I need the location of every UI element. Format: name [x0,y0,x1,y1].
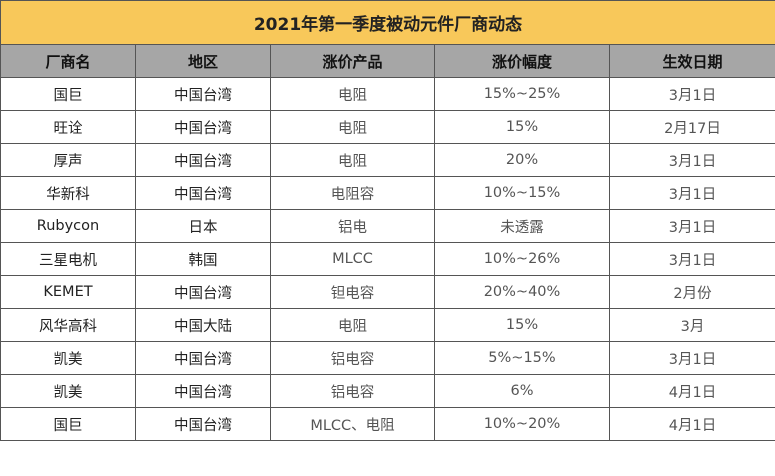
cell-effective-date: 3月1日 [608,341,775,375]
table-row: KEMET 中国台湾 钽电容 20%~40% 2月份 [0,275,775,309]
header-region: 地区 [135,44,271,78]
cell-product: 电阻容 [270,176,435,210]
cell-manufacturer: 国巨 [0,77,136,111]
cell-increase: 10%~26% [434,242,610,276]
cell-effective-date: 3月1日 [608,77,775,111]
header-manufacturer: 厂商名 [0,44,136,78]
cell-region: 中国台湾 [135,275,271,309]
cell-increase: 15% [434,110,610,144]
table-title: 2021年第一季度被动元件厂商动态 [0,0,775,45]
header-product: 涨价产品 [270,44,435,78]
cell-manufacturer: KEMET [0,275,136,309]
cell-product: 电阻 [270,110,435,144]
cell-region: 日本 [135,209,271,243]
cell-region: 中国台湾 [135,110,271,144]
cell-product: 铝电容 [270,374,435,408]
cell-product: MLCC [270,242,435,276]
cell-effective-date: 3月1日 [608,209,775,243]
cell-increase: 20% [434,143,610,177]
cell-effective-date: 3月1日 [608,176,775,210]
cell-product: 钽电容 [270,275,435,309]
header-effective-date: 生效日期 [608,44,775,78]
table-row: 风华高科 中国大陆 电阻 15% 3月 [0,308,775,342]
header-increase: 涨价幅度 [434,44,610,78]
table-row: 三星电机 韩国 MLCC 10%~26% 3月1日 [0,242,775,276]
table-row: 国巨 中国台湾 电阻 15%~25% 3月1日 [0,77,775,111]
table-row: 旺诠 中国台湾 电阻 15% 2月17日 [0,110,775,144]
cell-increase: 6% [434,374,610,408]
cell-manufacturer: 凯美 [0,374,136,408]
table-row: 凯美 中国台湾 铝电容 5%~15% 3月1日 [0,341,775,375]
cell-manufacturer: 旺诠 [0,110,136,144]
cell-product: 铝电容 [270,341,435,375]
cell-manufacturer: 华新科 [0,176,136,210]
cell-region: 中国台湾 [135,341,271,375]
header-row: 厂商名 地区 涨价产品 涨价幅度 生效日期 [0,44,775,78]
cell-region: 中国台湾 [135,143,271,177]
cell-effective-date: 2月份 [608,275,775,309]
cell-increase: 未透露 [434,209,610,243]
cell-manufacturer: 凯美 [0,341,136,375]
cell-increase: 20%~40% [434,275,610,309]
cell-manufacturer: 风华高科 [0,308,136,342]
cell-increase: 5%~15% [434,341,610,375]
cell-region: 中国台湾 [135,374,271,408]
cell-region: 中国大陆 [135,308,271,342]
table-row: 厚声 中国台湾 电阻 20% 3月1日 [0,143,775,177]
table-row: Rubycon 日本 铝电 未透露 3月1日 [0,209,775,243]
cell-manufacturer: 厚声 [0,143,136,177]
cell-product: MLCC、电阻 [270,407,435,441]
cell-region: 韩国 [135,242,271,276]
cell-effective-date: 4月1日 [608,374,775,408]
cell-product: 电阻 [270,143,435,177]
table-row: 凯美 中国台湾 铝电容 6% 4月1日 [0,374,775,408]
cell-region: 中国台湾 [135,407,271,441]
cell-increase: 10%~20% [434,407,610,441]
manufacturer-table: 2021年第一季度被动元件厂商动态 厂商名 地区 涨价产品 涨价幅度 生效日期 … [0,0,775,441]
cell-region: 中国台湾 [135,176,271,210]
cell-manufacturer: 国巨 [0,407,136,441]
page-bottom-margin [0,443,775,476]
table-row: 国巨 中国台湾 MLCC、电阻 10%~20% 4月1日 [0,407,775,441]
cell-region: 中国台湾 [135,77,271,111]
cell-manufacturer: 三星电机 [0,242,136,276]
cell-effective-date: 3月 [608,308,775,342]
cell-effective-date: 3月1日 [608,242,775,276]
cell-effective-date: 4月1日 [608,407,775,441]
cell-increase: 10%~15% [434,176,610,210]
table-row: 华新科 中国台湾 电阻容 10%~15% 3月1日 [0,176,775,210]
cell-increase: 15% [434,308,610,342]
cell-product: 电阻 [270,77,435,111]
cell-manufacturer: Rubycon [0,209,136,243]
cell-product: 铝电 [270,209,435,243]
cell-product: 电阻 [270,308,435,342]
cell-effective-date: 3月1日 [608,143,775,177]
cell-increase: 15%~25% [434,77,610,111]
cell-effective-date: 2月17日 [608,110,775,144]
